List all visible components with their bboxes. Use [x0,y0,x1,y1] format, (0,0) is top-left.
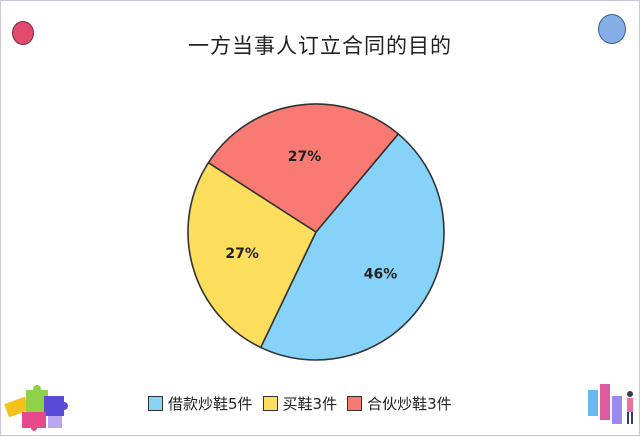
legend-item-1: 买鞋3件 [262,393,338,414]
pie-slice-0 [259,132,445,361]
legend: 借款炒鞋5件 买鞋3件 合伙炒鞋3件 [148,393,452,414]
legend-label-0: 借款炒鞋5件 [168,395,253,413]
pie-slice-label-0: 46% [364,267,398,283]
legend-swatch-1 [262,396,278,411]
bar-figure-illustration-icon [588,384,633,424]
decorative-pink-dot [12,21,34,45]
pie-slice-label-1: 27% [225,246,259,262]
pie-slice-1 [187,161,318,349]
legend-item-0: 借款炒鞋5件 [148,393,253,414]
chart-title: 一方当事人订立合同的目的 [188,34,452,58]
legend-item-2: 合伙炒鞋3件 [347,393,452,414]
pie-slice-2 [207,103,400,234]
legend-swatch-0 [148,396,163,411]
puzzle-illustration-icon [4,385,68,431]
legend-swatch-2 [347,396,363,411]
decorative-blue-dot [598,14,626,44]
pie-slice-label-2: 27% [288,149,322,165]
legend-label-2: 合伙炒鞋3件 [367,395,452,413]
legend-label-1: 买鞋3件 [282,395,338,413]
